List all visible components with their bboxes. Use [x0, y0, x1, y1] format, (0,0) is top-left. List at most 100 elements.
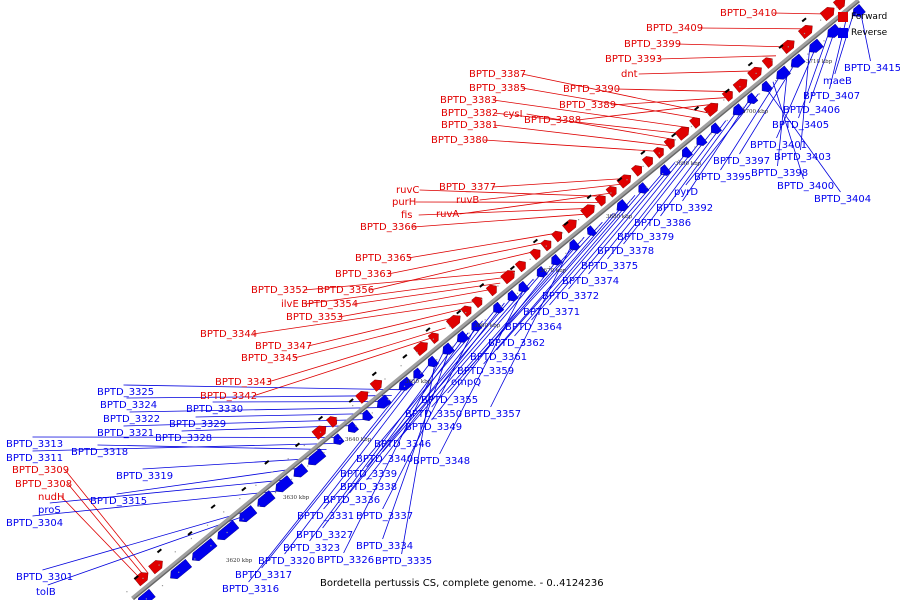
reverse-gene [137, 588, 156, 600]
reverse-gene-label: BPTD_3313 [6, 439, 63, 450]
forward-leader-line [67, 483, 145, 577]
forward-gene-label: BPTD_3353 [286, 312, 343, 323]
axis-tick-label: 3670 kbp [540, 268, 567, 274]
reverse-gene-label: BPTD_3336 [323, 495, 380, 506]
axis-dot [855, 13, 857, 15]
forward-leader-line [493, 99, 689, 128]
forward-gene [594, 195, 606, 207]
reverse-gene [711, 122, 722, 134]
leader-lines [32, 9, 871, 586]
feature-marker [586, 194, 592, 200]
reverse-gene-label: BPTD_3357 [464, 409, 521, 420]
axis-dot [561, 232, 564, 234]
reverse-leader-line [623, 132, 712, 245]
forward-gene [689, 117, 701, 129]
axis-dot [174, 551, 176, 553]
reverse-gene [551, 253, 563, 266]
forward-gene [500, 270, 515, 285]
forward-gene [311, 425, 327, 440]
reverse-gene-label: BPTD_3324 [100, 400, 157, 411]
axis-tick-label: 3660 kbp [474, 323, 501, 329]
reverse-gene-label: BPTD_3403 [774, 152, 831, 163]
axis-dot [355, 425, 357, 427]
forward-gene-label: BPTD_3352 [251, 285, 308, 296]
reverse-gene [257, 490, 276, 508]
gene-labels: BPTD_3410BPTD_3409BPTD_3399BPTD_3393dntB… [6, 8, 900, 598]
reverse-leader-line [765, 87, 841, 193]
forward-gene-label: BPTD_3382 [441, 108, 498, 119]
forward-gene [732, 78, 748, 93]
reverse-leader-line [248, 383, 407, 583]
reverse-gene [761, 80, 773, 93]
reverse-gene-label: ompQ [451, 377, 481, 388]
reverse-gene-label: BPTD_3372 [542, 291, 599, 302]
reverse-gene [809, 38, 824, 53]
forward-gene [605, 186, 617, 198]
reverse-gene-label: BPTD_3316 [222, 584, 279, 595]
reverse-gene-label: BPTD_3398 [751, 168, 808, 179]
axis-dot [287, 458, 289, 460]
reverse-gene [427, 355, 439, 368]
axis-dot [807, 53, 809, 55]
feature-marker [456, 309, 462, 315]
feature-marker [371, 371, 377, 377]
axis-dot [529, 258, 531, 260]
axis-dot [403, 385, 406, 387]
forward-gene-label: BPTD_3377 [439, 182, 496, 193]
axis-tick-label: 3700 kbp [742, 109, 769, 115]
reverse-gene-label: BPTD_3331 [297, 511, 354, 522]
reverse-leader-line [682, 102, 748, 202]
legend-reverse-label: Reverse [851, 28, 888, 38]
forward-gene [148, 560, 163, 575]
reverse-gene-label: BPTD_3407 [803, 91, 860, 102]
axis-dot [239, 498, 241, 500]
axis-dot [481, 298, 483, 300]
forward-leader-line [492, 178, 628, 188]
reverse-leader-line [32, 490, 276, 517]
reverse-gene [170, 558, 193, 579]
axis-tick-label: 3680 kbp [606, 214, 633, 220]
forward-leader-line [370, 249, 541, 291]
forward-leader-line [612, 97, 726, 106]
reverse-leader-line [490, 248, 571, 408]
forward-gene [551, 230, 563, 243]
axis-dot [533, 279, 535, 281]
reverse-gene [308, 448, 327, 466]
reverse-gene-label: BPTD_3371 [523, 307, 580, 318]
forward-leader-line [638, 70, 758, 75]
axis-dot [791, 66, 793, 68]
reverse-gene-label: BPTD_3349 [405, 422, 462, 433]
reverse-leader-line [588, 153, 687, 275]
feature-marker [264, 460, 270, 465]
axis-dot [823, 40, 825, 42]
feature-marker [801, 17, 807, 23]
forward-gene-label: BPTD_3409 [646, 23, 703, 34]
reverse-leader-line [720, 75, 781, 171]
reverse-gene-label: BPTD_3375 [581, 261, 638, 272]
forward-gene [721, 90, 733, 102]
reverse-gene-label: BPTD_3334 [356, 541, 413, 552]
axis-dot [226, 531, 228, 534]
reverse-leader-line [447, 236, 585, 394]
forward-leader-line [526, 113, 675, 140]
axis-dot [274, 492, 277, 494]
reverse-gene [790, 53, 806, 68]
axis-dot [371, 412, 373, 414]
reverse-gene-label: BPTD_3406 [783, 105, 840, 116]
axis-dot [674, 139, 676, 141]
axis-dot [497, 285, 499, 287]
reverse-leader-line [349, 311, 494, 494]
axis-dot [400, 365, 402, 367]
forward-gene [540, 239, 552, 252]
forward-gene [631, 165, 642, 177]
forward-leader-line [418, 207, 591, 216]
reverse-gene-label: BPTD_3338 [340, 482, 397, 493]
reverse-leader-line [514, 195, 636, 337]
axis-dot [323, 452, 325, 454]
axis-dot [448, 325, 451, 327]
feature-marker [778, 44, 784, 49]
reverse-leader-line [777, 69, 788, 167]
reverse-leader-line [431, 242, 578, 408]
reverse-gene-label: tolB [36, 587, 56, 598]
reverse-gene [536, 265, 548, 278]
